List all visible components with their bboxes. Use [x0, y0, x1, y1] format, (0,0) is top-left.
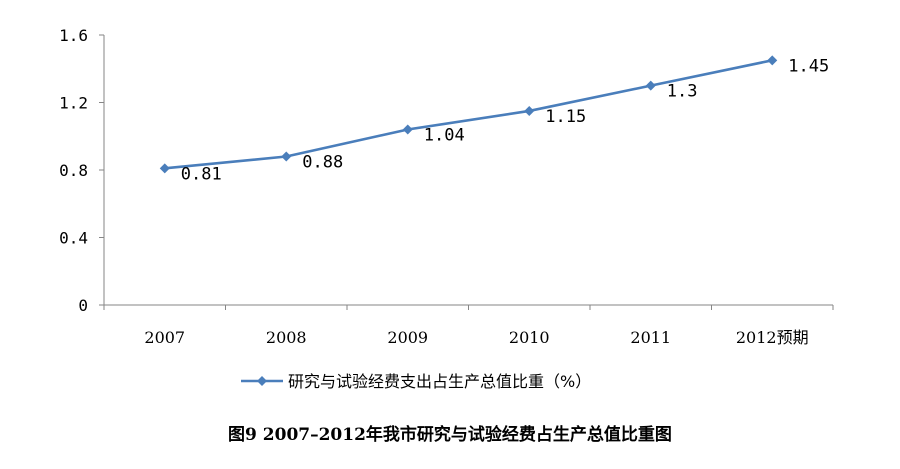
data-label: 0.81: [181, 164, 222, 184]
legend: 研究与试验经费支出占生产总值比重（%）: [241, 372, 591, 391]
data-point: [159, 163, 170, 174]
x-tick-label: 2011: [630, 328, 671, 347]
data-label: 1.15: [545, 107, 586, 127]
data-point: [524, 105, 535, 116]
data-point: [645, 80, 656, 91]
y-tick-label: 1.6: [59, 26, 88, 45]
legend-marker: [257, 376, 267, 386]
y-tick-label: 0.4: [59, 229, 88, 248]
data-point: [281, 151, 292, 162]
data-label: 1.04: [424, 126, 465, 146]
x-tick-label: 2012预期: [736, 328, 809, 347]
x-axis-ticks: 2007 2008 2009 2010 2011 2012预期: [103, 305, 834, 347]
y-axis-ticks: 0 0.4 0.8 1.2 1.6: [59, 26, 104, 315]
x-tick-label: 2010: [509, 328, 550, 347]
x-tick-label: 2009: [387, 328, 428, 347]
data-point: [402, 124, 413, 135]
series-line-group: 0.81 0.88 1.04 1.15 1.3 1.45: [159, 55, 829, 184]
y-tick-label: 0.8: [59, 161, 88, 180]
x-tick-label: 2007: [144, 328, 185, 347]
y-tick-label: 0: [78, 296, 88, 315]
data-point: [767, 55, 778, 66]
legend-label: 研究与试验经费支出占生产总值比重（%）: [288, 372, 591, 391]
data-label: 1.45: [788, 56, 829, 76]
data-label: 0.88: [302, 153, 343, 173]
figure-caption: 图9 2007–2012年我市研究与试验经费占生产总值比重图: [228, 424, 672, 445]
data-label: 1.3: [667, 82, 698, 102]
series-line: [164, 59, 773, 170]
x-tick-label: 2008: [266, 328, 307, 347]
y-tick-label: 1.2: [59, 94, 88, 113]
